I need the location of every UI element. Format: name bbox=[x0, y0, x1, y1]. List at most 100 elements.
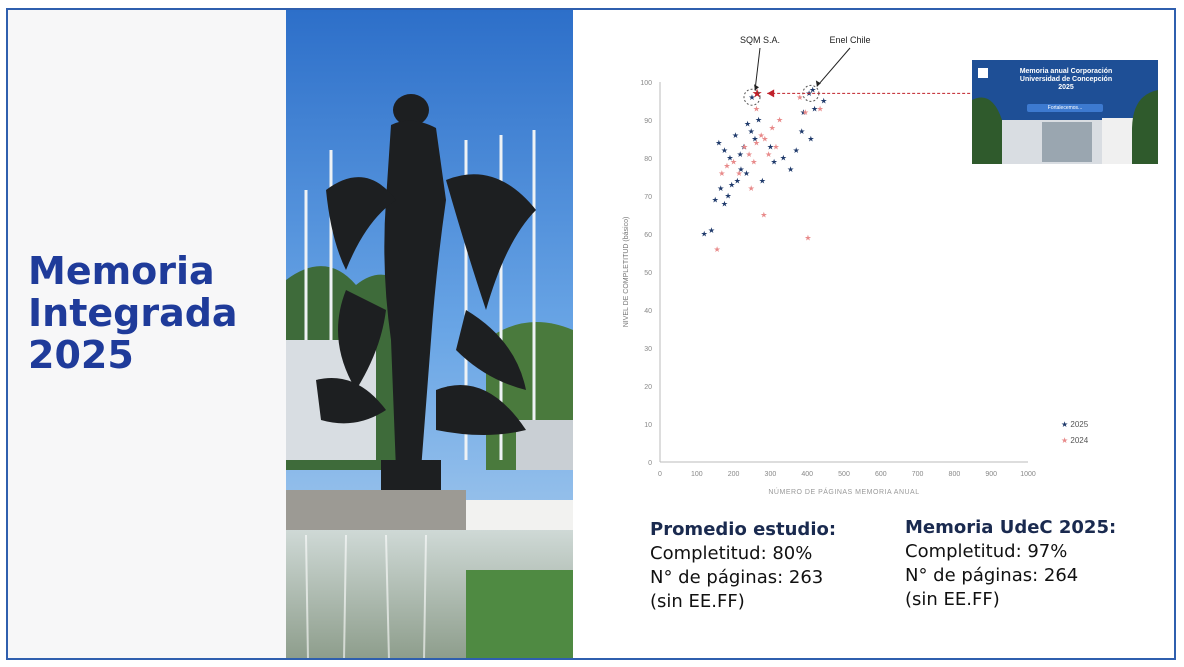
data-point-2025: ★ bbox=[798, 127, 805, 136]
data-point-2024: ★ bbox=[765, 150, 772, 159]
title-line-2: Integrada bbox=[28, 291, 238, 335]
data-point-2024: ★ bbox=[736, 169, 743, 178]
data-point-2025: ★ bbox=[744, 119, 751, 128]
legend-item-2024: ★ 2024 bbox=[1061, 436, 1089, 445]
data-point-2024: ★ bbox=[748, 184, 755, 193]
data-point-2025: ★ bbox=[724, 192, 731, 201]
y-tick-label: 50 bbox=[644, 270, 652, 277]
data-point-2024: ★ bbox=[758, 131, 765, 140]
x-tick-label: 200 bbox=[728, 471, 740, 478]
x-tick-label: 900 bbox=[985, 471, 997, 478]
data-point-2024: ★ bbox=[796, 93, 803, 102]
data-point-2024: ★ bbox=[750, 157, 757, 166]
data-point-2025: ★ bbox=[748, 127, 755, 136]
data-point-2025: ★ bbox=[807, 135, 814, 144]
study-note: (sin EE.FF) bbox=[650, 591, 745, 612]
y-tick-label: 0 bbox=[648, 460, 652, 467]
data-point-2025: ★ bbox=[755, 116, 762, 125]
data-point-2025: ★ bbox=[793, 146, 800, 155]
udec-summary-heading: Memoria UdeC 2025: bbox=[905, 517, 1117, 538]
data-point-2025: ★ bbox=[734, 176, 741, 185]
report-cover-thumbnail: Memoria anual Corporación Universidad de… bbox=[972, 60, 1158, 164]
annotation-arrow bbox=[754, 47, 761, 91]
data-point-2025: ★ bbox=[787, 165, 794, 174]
data-point-2024: ★ bbox=[772, 142, 779, 151]
annotation-label: Enel Chile bbox=[829, 35, 870, 45]
data-point-2024: ★ bbox=[761, 135, 768, 144]
data-point-2025: ★ bbox=[737, 150, 744, 159]
legend-item-2025: ★ 2025 bbox=[1061, 420, 1089, 429]
data-point-2025: ★ bbox=[759, 176, 766, 185]
cover-illustration bbox=[972, 60, 1158, 164]
x-tick-label: 800 bbox=[949, 471, 961, 478]
sculpture-illustration bbox=[286, 10, 573, 658]
title-line-3: 2025 bbox=[28, 333, 134, 377]
x-axis-label: NÚMERO DE PÁGINAS MEMORIA ANUAL bbox=[768, 487, 919, 496]
y-tick-label: 20 bbox=[644, 384, 652, 391]
data-point-2025: ★ bbox=[721, 146, 728, 155]
title-panel: Memoria Integrada 2025 bbox=[8, 10, 286, 658]
annotation-label: SQM S.A. bbox=[740, 35, 780, 45]
legend-label-2025: 2025 bbox=[1070, 420, 1089, 429]
highlight-circle bbox=[743, 88, 761, 106]
data-point-udec-2025: ★ bbox=[752, 86, 763, 100]
data-point-2024: ★ bbox=[802, 108, 809, 117]
x-tick-label: 1000 bbox=[1020, 471, 1036, 478]
data-point-2025: ★ bbox=[800, 108, 807, 117]
cover-title: Memoria anual Corporación Universidad de… bbox=[1019, 68, 1113, 91]
legend-label-2024: 2024 bbox=[1070, 436, 1089, 445]
data-point-2025: ★ bbox=[780, 154, 787, 163]
udec-pages: N° de páginas: 264 bbox=[905, 565, 1079, 586]
data-point-2024: ★ bbox=[718, 169, 725, 178]
data-point-2024: ★ bbox=[741, 142, 748, 151]
x-tick-label: 500 bbox=[838, 471, 850, 478]
y-tick-label: 30 bbox=[644, 346, 652, 353]
data-point-2024: ★ bbox=[776, 116, 783, 125]
udec-pointer-head bbox=[767, 89, 775, 98]
arrow-head bbox=[754, 84, 759, 91]
arrow-head bbox=[815, 80, 821, 87]
y-tick-label: 10 bbox=[644, 422, 652, 429]
completeness-scatter-chart: 0 100 200 300 400 500 600 700 800 900 1000 0 10 20 30 4… bbox=[623, 35, 1036, 496]
data-point-2024: ★ bbox=[723, 161, 730, 170]
data-point-2025: ★ bbox=[728, 180, 735, 189]
y-tick-label: 60 bbox=[644, 232, 652, 239]
data-point-2025: ★ bbox=[809, 85, 816, 94]
annotation-arrow bbox=[816, 47, 851, 87]
slide-title: Memoria Integrada 2025 bbox=[28, 250, 238, 376]
study-pages: N° de páginas: 263 bbox=[650, 567, 824, 588]
data-point-2025: ★ bbox=[726, 154, 733, 163]
data-point-2025: ★ bbox=[701, 230, 708, 239]
data-point-2025: ★ bbox=[721, 199, 728, 208]
y-tick-label: 40 bbox=[644, 308, 652, 315]
data-point-2025: ★ bbox=[748, 93, 755, 102]
x-tick-label: 600 bbox=[875, 471, 887, 478]
x-tick-label: 0 bbox=[658, 471, 662, 478]
x-tick-label: 400 bbox=[801, 471, 813, 478]
data-point-2025: ★ bbox=[820, 97, 827, 106]
cover-subtitle: Fortalecemos... bbox=[1047, 105, 1083, 111]
data-point-2025: ★ bbox=[717, 184, 724, 193]
data-point-2025: ★ bbox=[708, 226, 715, 235]
data-point-2024: ★ bbox=[745, 150, 752, 159]
udec-completeness: Completitud: 97% bbox=[905, 541, 1068, 562]
x-tick-label: 700 bbox=[912, 471, 924, 478]
data-point-2024: ★ bbox=[713, 245, 720, 254]
data-point-2025: ★ bbox=[712, 195, 719, 204]
x-tick-label: 300 bbox=[765, 471, 777, 478]
data-point-2025: ★ bbox=[770, 157, 777, 166]
data-point-2025: ★ bbox=[811, 104, 818, 113]
slide: Memoria Integrada 2025 bbox=[6, 8, 1176, 660]
chart-legend: ★ 2025 ★ 2024 bbox=[1061, 417, 1088, 449]
data-point-2025: ★ bbox=[732, 131, 739, 140]
data-point-2025: ★ bbox=[743, 169, 750, 178]
udec-summary: Memoria UdeC 2025: Completitud: 97% N° d… bbox=[905, 516, 1116, 612]
data-point-2025: ★ bbox=[715, 138, 722, 147]
y-tick-label: 90 bbox=[644, 118, 652, 125]
title-line-1: Memoria bbox=[28, 249, 215, 293]
x-tick-label: 100 bbox=[691, 471, 703, 478]
y-axis-label: NIVEL DE COMPLETITUD (básico) bbox=[623, 217, 630, 328]
data-point-2025: ★ bbox=[767, 142, 774, 151]
data-point-2025: ★ bbox=[751, 135, 758, 144]
data-point-2024: ★ bbox=[769, 123, 776, 132]
